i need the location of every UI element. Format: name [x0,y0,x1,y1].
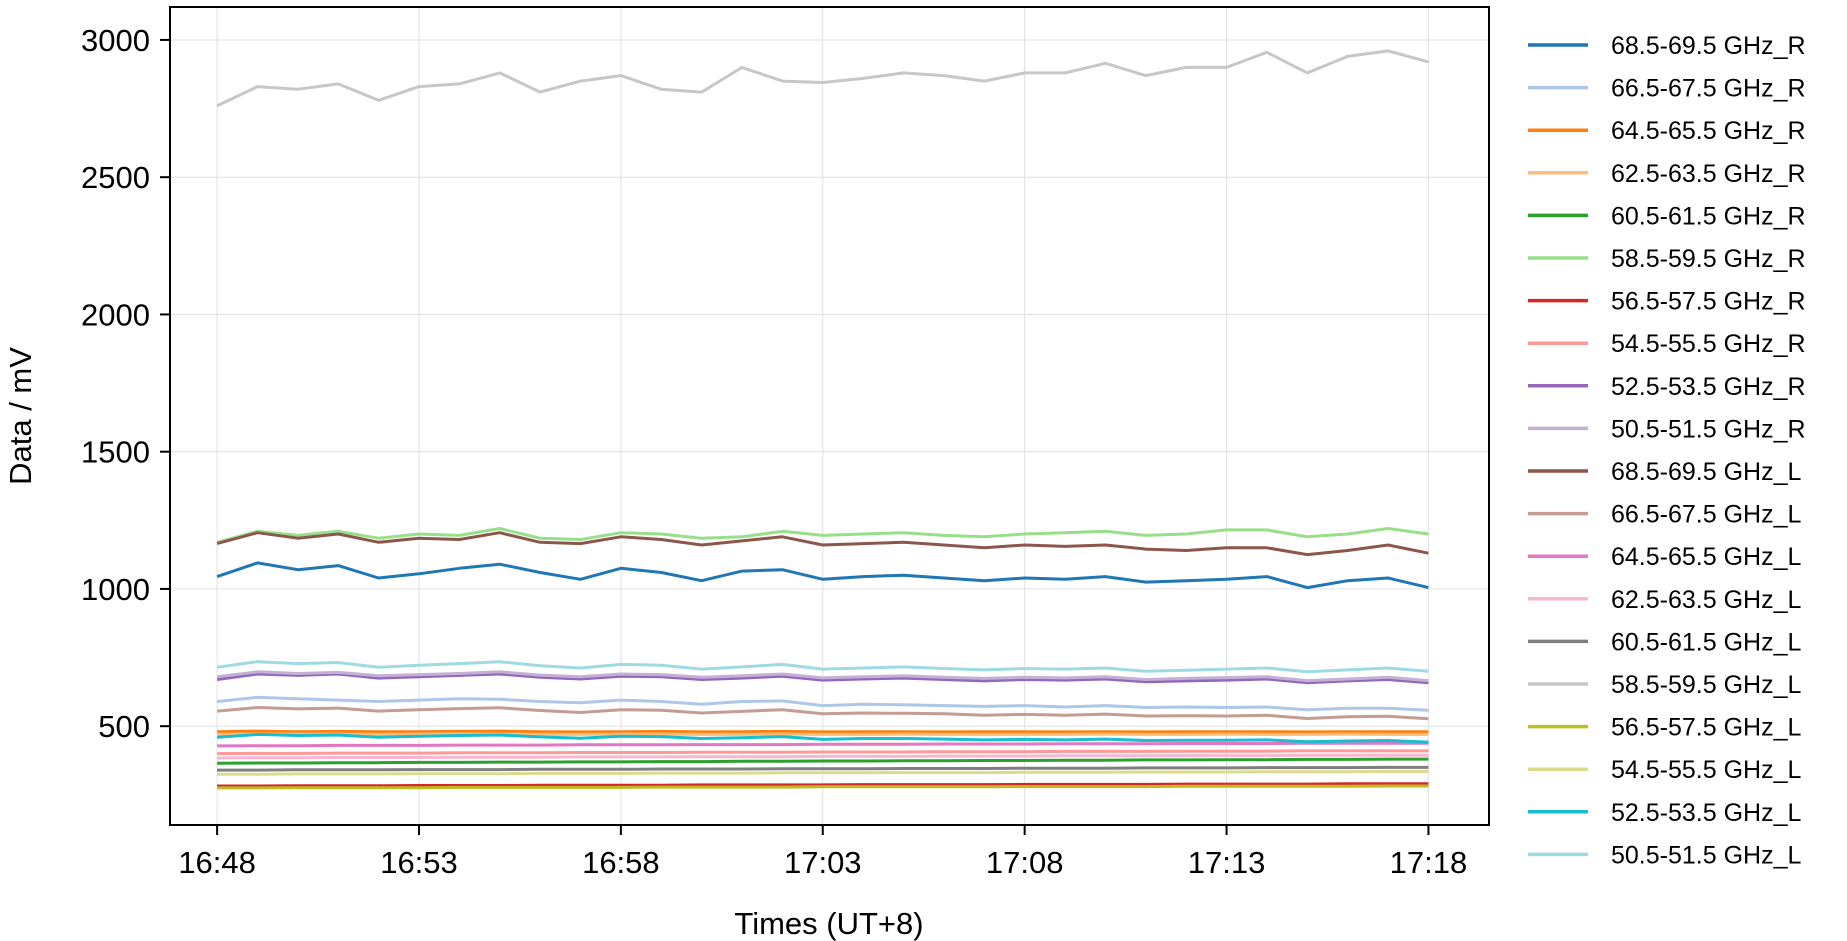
legend-label: 50.5-51.5 GHz_L [1611,841,1801,869]
legend-label: 56.5-57.5 GHz_L [1611,714,1801,742]
plot-frame [169,6,1490,826]
y-tick-label: 1000 [81,572,150,607]
legend-label: 50.5-51.5 GHz_R [1611,415,1806,443]
x-tick-label: 17:08 [986,845,1064,880]
y-axis-title: Data / mV [3,347,38,485]
legend-label: 54.5-55.5 GHz_L [1611,756,1801,784]
series-line [217,765,1429,772]
legend-label: 62.5-63.5 GHz_R [1611,160,1806,188]
series-line [217,729,1429,734]
series-line [216,732,1429,744]
series-line [216,561,1429,590]
series-line [216,670,1429,683]
y-tick-label: 500 [98,709,150,744]
legend-label: 52.5-53.5 GHz_R [1611,373,1806,401]
series-line [216,672,1429,685]
series-line [216,706,1429,721]
series-line [217,784,1429,790]
legend-label: 66.5-67.5 GHz_R [1611,75,1806,103]
y-axis-ticks: 500 1000 1500 2000 2500 3000 [81,23,170,744]
legend-label: 68.5-69.5 GHz_L [1611,458,1801,486]
series-line [217,749,1429,756]
series-lines [216,49,1429,790]
legend-label: 56.5-57.5 GHz_R [1611,288,1806,316]
legend-label: 58.5-59.5 GHz_L [1611,671,1801,699]
series-line [217,753,1429,760]
legend-label: 60.5-61.5 GHz_L [1611,628,1801,656]
series-line [217,782,1429,788]
legend-label: 62.5-63.5 GHz_L [1611,586,1801,614]
legend-label: 54.5-55.5 GHz_R [1611,330,1806,358]
y-tick-label: 2000 [81,297,150,332]
x-tick-label: 16:58 [582,845,660,880]
series-line [217,757,1429,765]
series-line [217,741,1429,748]
x-tick-label: 17:03 [784,845,862,880]
x-axis-title: Times (UT+8) [734,906,923,941]
legend: 68.5-69.5 GHz_R 66.5-67.5 GHz_R 64.5-65.5 … [1528,32,1806,869]
legend-label: 64.5-65.5 GHz_L [1611,543,1801,571]
series-line [216,49,1429,108]
legend-label: 58.5-59.5 GHz_R [1611,245,1806,273]
legend-label: 68.5-69.5 GHz_R [1611,32,1806,60]
legend-label: 52.5-53.5 GHz_L [1611,799,1801,827]
legend-label: 64.5-65.5 GHz_R [1611,117,1806,145]
series-line [217,732,1429,736]
y-tick-label: 1500 [81,435,150,470]
x-tick-label: 16:53 [380,845,458,880]
series-line [217,770,1429,776]
y-tick-label: 2500 [81,160,150,195]
series-line [216,527,1429,544]
series-line [216,531,1429,557]
y-tick-label: 3000 [81,23,150,58]
series-line [216,695,1429,712]
grid-lines [170,7,1489,825]
x-tick-label: 17:18 [1390,845,1468,880]
legend-label: 60.5-61.5 GHz_R [1611,202,1806,230]
x-axis-ticks: 16:48 16:53 16:58 17:03 17:08 17:13 17:18 [178,825,1467,880]
x-tick-label: 16:48 [178,845,256,880]
x-tick-label: 17:13 [1188,845,1266,880]
legend-label: 66.5-67.5 GHz_L [1611,501,1801,529]
series-line [216,660,1429,674]
